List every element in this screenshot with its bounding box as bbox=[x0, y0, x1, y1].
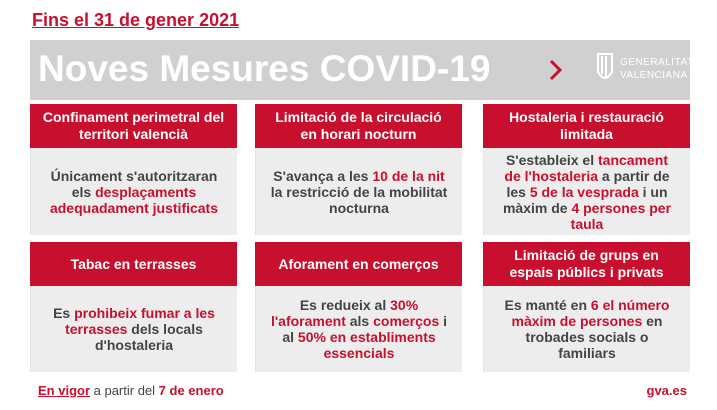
body-text: en trobades socials o familiars bbox=[525, 313, 663, 361]
logo-emblem bbox=[597, 53, 613, 79]
body-text: S'estableix el bbox=[505, 151, 598, 168]
card: Limitació de la circulació en horari noc… bbox=[255, 104, 462, 235]
card-body: Únicament s'autoritzaran els desplaçamen… bbox=[30, 148, 237, 235]
date-heading: Fins el 31 de gener 2021 bbox=[32, 10, 240, 30]
card-body: Es manté en 6 el número màxim de persone… bbox=[483, 286, 690, 372]
card-body: Es redueix al 30% l'aforament als comerç… bbox=[255, 286, 462, 372]
card-text: S'avança a les 10 de la nit la restricci… bbox=[270, 168, 448, 216]
footer-note: En vigor a partir del 7 de enero bbox=[38, 383, 224, 398]
body-text: a partir de les bbox=[506, 167, 670, 200]
logo-text: GENERALITAT VALENCIANA bbox=[620, 56, 693, 82]
highlight-text: 10 de la nit bbox=[372, 167, 445, 184]
footer-site: gva.es bbox=[646, 383, 687, 398]
body-text: la restricció de la mobilitat nocturna bbox=[270, 183, 448, 216]
body-text: i al bbox=[282, 313, 448, 345]
highlight-text: 50% en establiments essencials bbox=[297, 329, 436, 361]
chevron bbox=[549, 59, 563, 81]
body-text: i un màxim de bbox=[502, 183, 668, 216]
card-body: S'avança a les 10 de la nit la restricci… bbox=[255, 148, 462, 235]
highlight-text: tancament de l'hostaleria bbox=[504, 151, 669, 184]
highlight-text: prohibeix fumar a les terrasses bbox=[65, 305, 215, 337]
highlight-text: desplaçaments adequadament justificats bbox=[49, 183, 219, 216]
card-body: S'estableix el tancament de l'hostaleria… bbox=[483, 148, 690, 235]
card-title: Limitació de grups en espais públics i p… bbox=[483, 242, 690, 286]
banner-title: Noves Mesures COVID-19 bbox=[38, 48, 491, 89]
logo-line: VALENCIANA bbox=[620, 70, 688, 81]
card-title: Tabac en terrasses bbox=[30, 242, 237, 286]
body-text: Es manté en bbox=[504, 297, 591, 313]
card: Hostaleria i restauració limitada S'estab… bbox=[483, 104, 690, 235]
body-text: Es redueix al bbox=[299, 297, 391, 313]
card-text: Es redueix al 30% l'aforament als comerç… bbox=[270, 297, 448, 361]
logo-line: GENERALITAT bbox=[620, 57, 694, 68]
card-text: Es prohibeix fumar a les terrasses dels … bbox=[45, 305, 223, 353]
card: Tabac en terrasses Es prohibeix fumar a l… bbox=[30, 242, 237, 372]
highlight-text: 7 de enero bbox=[158, 383, 224, 398]
card-text: Es manté en 6 el número màxim de persone… bbox=[498, 297, 676, 361]
card-title: Aforament en comerços bbox=[255, 242, 462, 286]
body-text: Únicament s'autoritzaran els bbox=[50, 167, 218, 200]
card: Confinament perimetral del territori val… bbox=[30, 104, 237, 235]
card-title: Limitació de la circulació en horari noc… bbox=[255, 104, 462, 148]
banner: Noves Mesures COVID-19 GENERALITAT VALEN… bbox=[30, 40, 693, 100]
highlight-text: 5 de la vesprada bbox=[529, 183, 639, 200]
card-title: Hostaleria i restauració limitada bbox=[483, 104, 690, 148]
highlight-text: 4 persones per taula bbox=[570, 199, 672, 232]
highlight-text: En vigor bbox=[38, 383, 91, 398]
body-text: Es bbox=[53, 305, 75, 321]
card-body: Es prohibeix fumar a les terrasses dels … bbox=[30, 286, 237, 372]
highlight-text: comerços bbox=[373, 313, 440, 329]
card: Limitació de grups en espais públics i p… bbox=[483, 242, 690, 372]
body-text: S'avança a les bbox=[273, 167, 373, 184]
body-text: dels locals d'hostaleria bbox=[94, 321, 203, 353]
highlight-text: 6 el número màxim de persones bbox=[511, 297, 670, 329]
card: Aforament en comerços Es redueix al 30% l… bbox=[255, 242, 462, 372]
highlight-text: 30% l'aforament bbox=[270, 297, 419, 329]
card-text: Únicament s'autoritzaran els desplaçamen… bbox=[45, 168, 223, 216]
body-text: a partir del bbox=[90, 383, 159, 398]
card-title: Confinament perimetral del territori val… bbox=[30, 104, 237, 148]
body-text: als bbox=[345, 313, 374, 329]
card-text: S'estableix el tancament de l'hostaleria… bbox=[498, 152, 676, 232]
